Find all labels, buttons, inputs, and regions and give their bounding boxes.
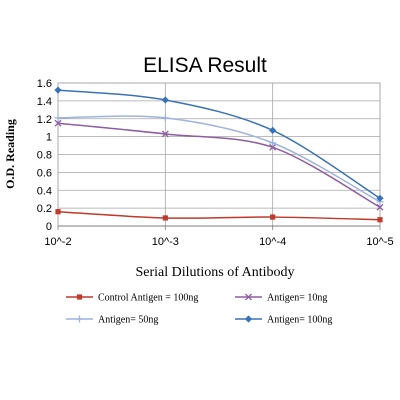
series-line (57, 210, 381, 221)
legend-marker (76, 315, 83, 323)
legend: Control Antigen = 100ng Antigen= 10ng Anti… (66, 293, 332, 326)
series-line (57, 115, 381, 203)
x-tick-label: 10^-3 (152, 236, 179, 248)
y-tick-label: 1.6 (37, 78, 52, 90)
data-point (54, 119, 62, 127)
x-tick-label: 10^-4 (259, 236, 286, 248)
legend-label: Antigen= 10ng (267, 293, 327, 304)
y-tick-label: 0 (46, 221, 52, 233)
grid (57, 82, 381, 227)
data-point (162, 215, 168, 221)
axes: 0 0.2 0.4 0.6 0.8 1 1.2 1.4 1.6 10^-2 10^-3 10^-4 10… (37, 78, 394, 248)
y-tick-label: 1.4 (37, 96, 52, 108)
legend-item: Control Antigen = 100ng (66, 293, 198, 304)
legend-marker (76, 294, 83, 300)
y-tick-label: 0.6 (37, 167, 52, 179)
data-point (161, 96, 169, 104)
x-tick-label: 10^-5 (366, 236, 393, 248)
legend-item: Antigen= 10ng (235, 293, 327, 304)
data-point (161, 130, 169, 138)
y-tick-label: 0.2 (37, 203, 52, 215)
data-point (269, 139, 277, 147)
data-point (55, 209, 61, 215)
legend-marker (244, 315, 253, 323)
series-4 (54, 86, 384, 202)
data-point (270, 214, 276, 220)
legend-item: Antigen= 100ng (235, 315, 332, 326)
y-tick-label: 1 (46, 132, 52, 144)
series-area (54, 86, 384, 223)
data-point (161, 114, 169, 122)
data-point (54, 86, 62, 94)
series-1 (55, 209, 383, 223)
data-point (377, 217, 383, 223)
legend-label: Antigen= 100ng (267, 315, 332, 326)
x-axis-title: Serial Dilutions of Antibody (135, 265, 294, 280)
data-point (269, 143, 277, 151)
data-point (376, 203, 384, 211)
legend-marker (245, 293, 252, 301)
y-axis-title: O.D. Reading (3, 119, 17, 189)
data-point (376, 194, 384, 202)
y-tick-label: 1.2 (37, 114, 52, 126)
data-point (269, 126, 277, 134)
legend-item: Antigen= 50ng (66, 315, 158, 326)
series-line (57, 89, 381, 199)
y-tick-label: 0.4 (37, 185, 52, 197)
legend-label: Control Antigen = 100ng (98, 293, 198, 304)
chart-title: ELISA Result (143, 54, 267, 77)
data-point (54, 114, 62, 122)
y-tick-label: 0.8 (37, 150, 52, 162)
series-line (57, 122, 381, 208)
series-2 (54, 119, 384, 211)
x-tick-label: 10^-2 (44, 236, 71, 248)
legend-label: Antigen= 50ng (98, 315, 158, 326)
